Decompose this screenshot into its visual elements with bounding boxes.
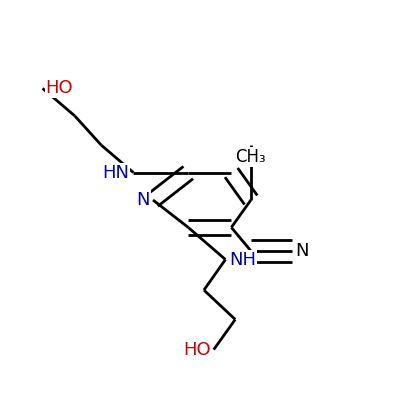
Text: CH₃: CH₃	[236, 148, 266, 166]
Text: HN: HN	[102, 164, 130, 182]
Text: HO: HO	[183, 341, 210, 359]
Text: HO: HO	[46, 79, 73, 97]
Text: NH: NH	[229, 250, 256, 268]
Text: N: N	[136, 191, 150, 209]
Text: N: N	[295, 242, 309, 260]
